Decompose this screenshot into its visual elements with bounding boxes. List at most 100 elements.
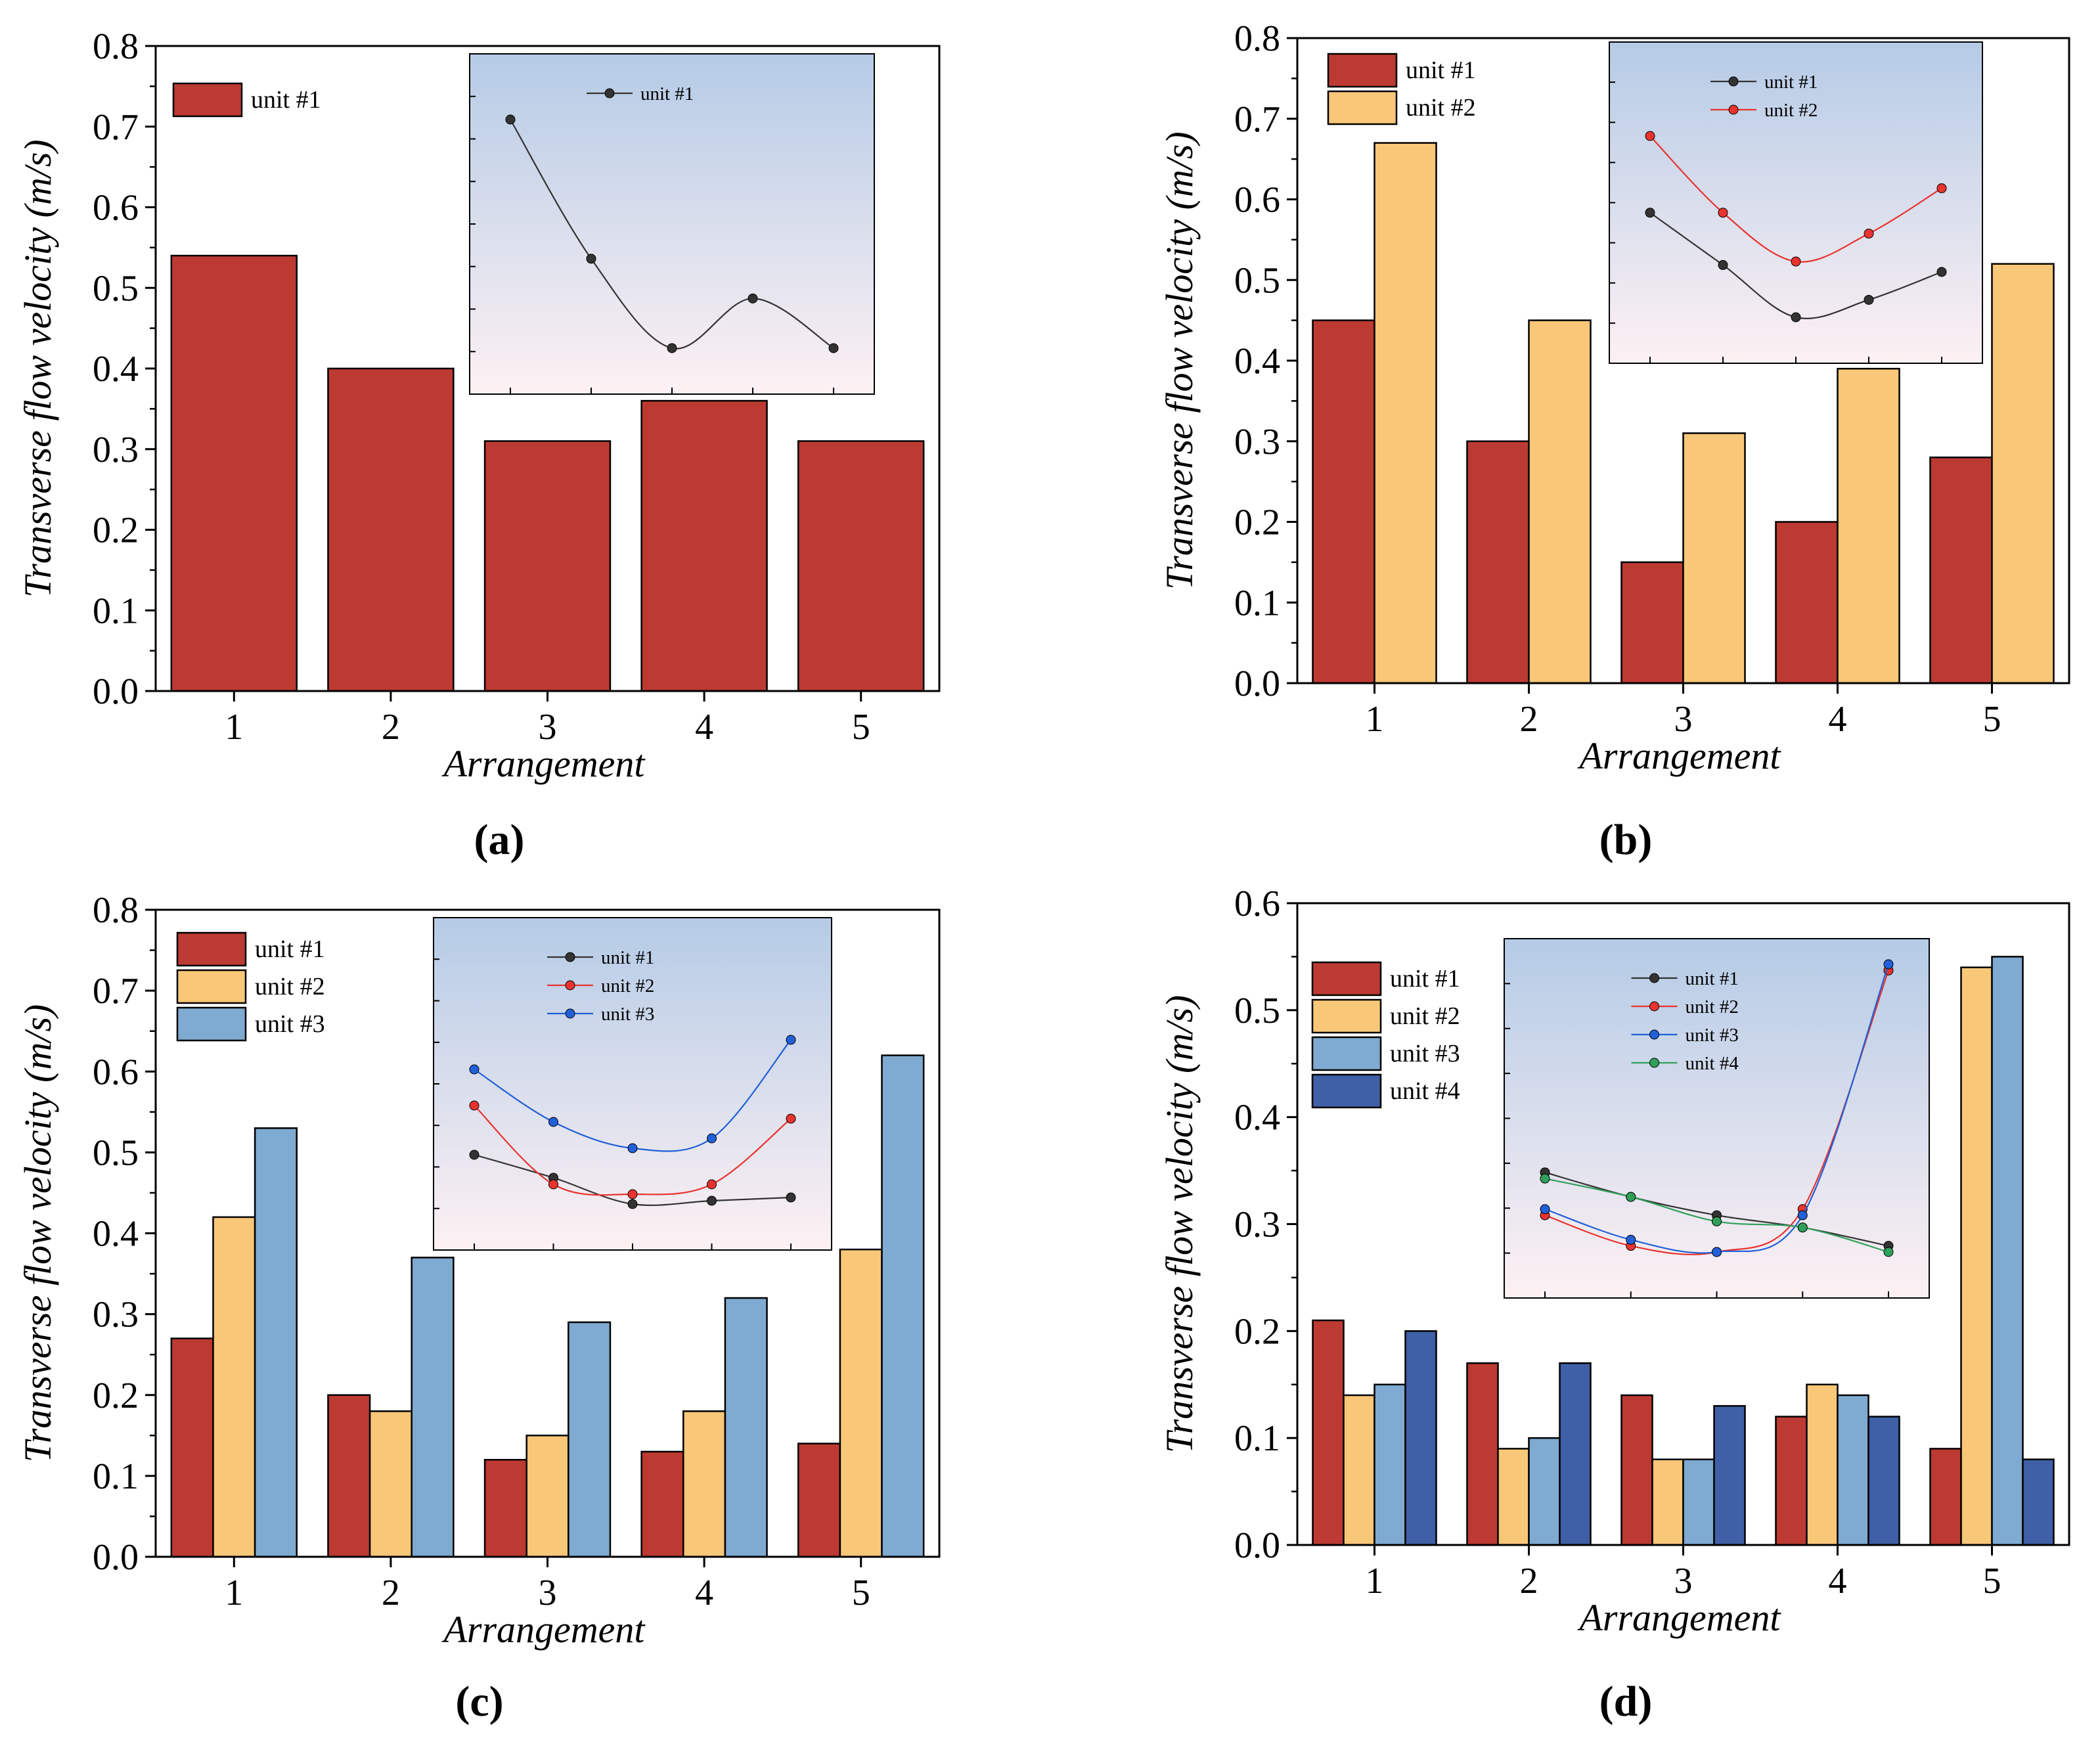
inset-chart: unit #1 unit #2 unit #3 unit #4 (1504, 938, 1930, 1299)
legend-swatch (1327, 90, 1398, 125)
inset-chart: unit #1 (469, 53, 875, 395)
bar (1620, 561, 1684, 684)
inset-point (627, 1189, 638, 1199)
inset-point (1791, 256, 1801, 267)
bar (1528, 1437, 1561, 1546)
bar (411, 1257, 455, 1558)
bar (1374, 142, 1437, 684)
x-tick-label: 1 (225, 1573, 243, 1613)
legend-label: unit #2 (255, 973, 325, 1000)
y-tick-label: 0.2 (1234, 1311, 1280, 1352)
inset-legend-marker (1728, 76, 1739, 87)
inset-point (469, 1064, 480, 1075)
bar (1466, 1362, 1499, 1546)
inset-point (1645, 131, 1655, 141)
legend-label: unit #1 (251, 86, 321, 114)
x-axis-title: Arrangement (441, 742, 646, 785)
x-tick-label: 4 (695, 707, 713, 748)
inset-legend-marker (1728, 104, 1739, 115)
y-tick-label: 0.5 (93, 1132, 139, 1173)
inset-point (1540, 1204, 1550, 1215)
y-tick-label: 0.7 (93, 107, 139, 148)
bar (1867, 1416, 1900, 1546)
bar (1837, 368, 1900, 684)
y-tick-label: 0.1 (93, 1456, 139, 1497)
inset-point (505, 114, 516, 125)
inset-point (707, 1133, 717, 1144)
x-axis-title: Arrangement (1576, 1596, 1781, 1639)
inset-point (1626, 1192, 1636, 1202)
inset-legend-label: unit #1 (640, 83, 694, 104)
legend-swatch (1311, 1036, 1382, 1071)
y-tick-label: 0.1 (1234, 1418, 1280, 1459)
bar (1651, 1458, 1684, 1546)
inset-legend-label: unit #1 (1764, 72, 1818, 93)
bar (1713, 1405, 1746, 1546)
x-tick-label: 4 (1829, 1561, 1847, 1601)
y-tick-label: 0.8 (93, 26, 139, 67)
bar (1620, 1394, 1653, 1546)
bar (568, 1321, 612, 1558)
inset-legend-marker (1649, 1058, 1659, 1068)
chart-panel: 0.0 0.1 0.2 0.3 0.4 0.5 0.6 0.7 0.8 1 2 3 4 5 Arrangem… (16, 26, 941, 864)
bar (170, 254, 298, 692)
inset-point (586, 254, 596, 264)
inset-legend-label: unit #2 (601, 975, 654, 996)
legend-swatch (176, 1006, 247, 1042)
inset-point (1718, 208, 1728, 218)
bar (483, 1459, 527, 1558)
inset-point (1883, 1247, 1894, 1257)
inset-chart: unit #1 unit #2 (1609, 41, 1983, 364)
legend-label: unit #1 (1390, 965, 1460, 993)
inset-legend-label: unit #4 (1686, 1053, 1739, 1074)
y-tick-label: 0.1 (93, 591, 139, 631)
inset-point (786, 1035, 796, 1045)
inset-point (1797, 1210, 1808, 1220)
legend-swatch (1311, 998, 1382, 1034)
y-tick-label: 0.4 (93, 1214, 139, 1255)
x-tick-label: 2 (1520, 1561, 1538, 1601)
inset-legend-marker (1649, 1029, 1659, 1040)
bar (1343, 1394, 1375, 1546)
x-tick-label: 1 (225, 707, 243, 748)
legend-label: unit #3 (1390, 1040, 1460, 1067)
y-axis-title: Transverse flow velocity (m/s) (1158, 995, 1201, 1454)
bar (254, 1127, 298, 1558)
y-tick-label: 0.3 (93, 1295, 139, 1335)
y-tick-label: 0.6 (1234, 883, 1280, 924)
inset-legend-marker (604, 88, 615, 99)
inset-point (828, 343, 839, 353)
legend-label: unit #3 (255, 1010, 325, 1038)
bar (1775, 1416, 1808, 1546)
bar (327, 367, 455, 692)
x-axis-title: Arrangement (1576, 734, 1781, 777)
legend-label: unit #1 (1406, 56, 1476, 84)
inset-point (469, 1150, 480, 1160)
inset-point (1712, 1216, 1722, 1226)
bar (2022, 1458, 2055, 1546)
bar (1775, 521, 1839, 684)
inset-point (1883, 959, 1894, 970)
inset-legend-marker (565, 980, 575, 991)
inset-legend-label: unit #2 (1686, 996, 1739, 1017)
inset-point (1718, 259, 1728, 270)
bar (1991, 263, 2055, 684)
inset-legend-label: unit #3 (1686, 1025, 1739, 1046)
bar (640, 1450, 684, 1558)
bar (1682, 1458, 1715, 1546)
inset-frame (469, 53, 875, 395)
inset-legend-marker (565, 1008, 575, 1019)
x-tick-label: 2 (382, 707, 400, 748)
inset-legend-label: unit #1 (601, 947, 654, 968)
legend-swatch (172, 82, 243, 118)
legend-label: unit #1 (255, 935, 325, 963)
inset-point (1645, 208, 1655, 218)
inset-frame (1504, 938, 1930, 1299)
inset-point (1791, 312, 1801, 323)
legend-swatch (1311, 961, 1382, 996)
panel-label: (c) (455, 1678, 503, 1726)
y-axis-title: Transverse flow velocity (m/s) (16, 139, 59, 598)
bar (170, 1337, 214, 1558)
inset-point (786, 1192, 796, 1203)
inset-point (627, 1199, 638, 1209)
